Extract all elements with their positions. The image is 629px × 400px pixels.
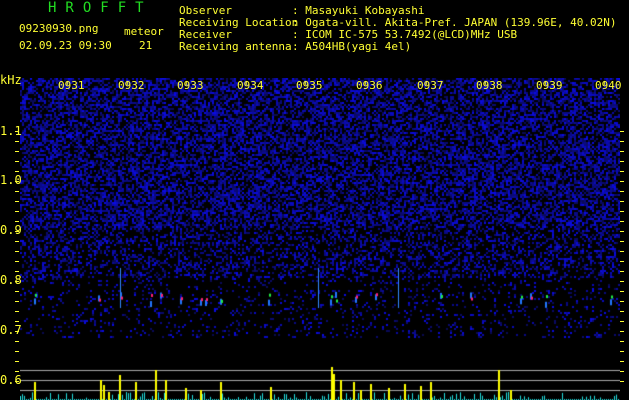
freq-tick bbox=[620, 381, 624, 382]
time-label: 0936 bbox=[356, 79, 383, 92]
freq-tick bbox=[15, 381, 19, 382]
freq-tick bbox=[15, 291, 19, 292]
location-value: : Ogata-vill. Akita-Pref. JAPAN (139.96E… bbox=[292, 16, 617, 29]
freq-tick bbox=[620, 241, 624, 242]
time-label: 0933 bbox=[177, 79, 204, 92]
receiver-value: : ICOM IC-575 53.7492(@LCD)MHz USB bbox=[292, 28, 518, 41]
meteor-label: meteor bbox=[124, 25, 164, 38]
freq-tick bbox=[15, 211, 19, 212]
freq-label: 0.9 bbox=[0, 223, 22, 237]
receiver-label: Receiver bbox=[179, 28, 232, 41]
freq-tick bbox=[15, 281, 19, 282]
freq-tick bbox=[15, 271, 19, 272]
freq-tick bbox=[15, 141, 19, 142]
freq-tick bbox=[15, 261, 19, 262]
time-label: 0932 bbox=[118, 79, 145, 92]
freq-label: 0.7 bbox=[0, 323, 22, 337]
freq-tick bbox=[15, 171, 19, 172]
freq-tick bbox=[620, 271, 624, 272]
freq-tick bbox=[15, 201, 19, 202]
app-title: HROFFT bbox=[48, 0, 153, 16]
freq-tick bbox=[620, 251, 624, 252]
time-label: 0938 bbox=[476, 79, 503, 92]
antenna-value: : A504HB(yagi 4el) bbox=[292, 40, 412, 53]
freq-tick bbox=[620, 181, 624, 182]
time-label: 0934 bbox=[237, 79, 264, 92]
observer-value: : Masayuki Kobayashi bbox=[292, 4, 425, 17]
freq-label: 1.1 bbox=[0, 124, 22, 138]
freq-tick bbox=[620, 371, 624, 372]
freq-tick bbox=[15, 311, 19, 312]
freq-tick bbox=[15, 321, 19, 322]
freq-tick bbox=[15, 131, 19, 132]
freq-tick bbox=[620, 311, 624, 312]
spectrogram bbox=[20, 78, 620, 400]
freq-tick bbox=[15, 161, 19, 162]
freq-tick bbox=[15, 151, 19, 152]
meteor-count: 21 bbox=[139, 39, 153, 52]
antenna-label: Receiving antenna bbox=[179, 40, 292, 53]
time-label: 0939 bbox=[536, 79, 563, 92]
freq-tick bbox=[620, 161, 624, 162]
freq-label: 0.8 bbox=[0, 273, 22, 287]
freq-tick bbox=[15, 371, 19, 372]
freq-tick bbox=[620, 321, 624, 322]
freq-label: 1.0 bbox=[0, 173, 22, 187]
freq-tick bbox=[620, 341, 624, 342]
freq-tick bbox=[620, 141, 624, 142]
time-label: 0935 bbox=[296, 79, 323, 92]
freq-tick bbox=[15, 251, 19, 252]
freq-tick bbox=[620, 281, 624, 282]
location-label: Receiving Location bbox=[179, 16, 299, 29]
freq-tick bbox=[15, 191, 19, 192]
freq-tick bbox=[620, 331, 624, 332]
time-label: 0937 bbox=[417, 79, 444, 92]
freq-label: 0.6 bbox=[0, 373, 22, 387]
freq-tick bbox=[620, 351, 624, 352]
freq-tick bbox=[620, 131, 624, 132]
freq-tick bbox=[620, 361, 624, 362]
freq-tick bbox=[620, 191, 624, 192]
freq-tick bbox=[15, 181, 19, 182]
freq-tick bbox=[620, 151, 624, 152]
freq-tick bbox=[15, 351, 19, 352]
freq-tick bbox=[620, 301, 624, 302]
freq-tick bbox=[620, 201, 624, 202]
freq-tick bbox=[15, 341, 19, 342]
freq-tick bbox=[620, 171, 624, 172]
freq-tick bbox=[15, 241, 19, 242]
file-name: 09230930.png bbox=[19, 22, 99, 35]
time-label: 0931 bbox=[58, 79, 85, 92]
freq-tick bbox=[15, 361, 19, 362]
time-label: 0940 bbox=[595, 79, 622, 92]
freq-unit: kHz bbox=[0, 73, 22, 87]
freq-tick bbox=[620, 261, 624, 262]
observer-label: Observer bbox=[179, 4, 232, 17]
freq-tick bbox=[15, 221, 19, 222]
datetime: 02.09.23 09:30 bbox=[19, 39, 112, 52]
freq-tick bbox=[620, 221, 624, 222]
freq-tick bbox=[15, 301, 19, 302]
freq-tick bbox=[15, 331, 19, 332]
freq-tick bbox=[620, 231, 624, 232]
freq-tick bbox=[620, 291, 624, 292]
freq-tick bbox=[620, 211, 624, 212]
freq-tick bbox=[15, 231, 19, 232]
